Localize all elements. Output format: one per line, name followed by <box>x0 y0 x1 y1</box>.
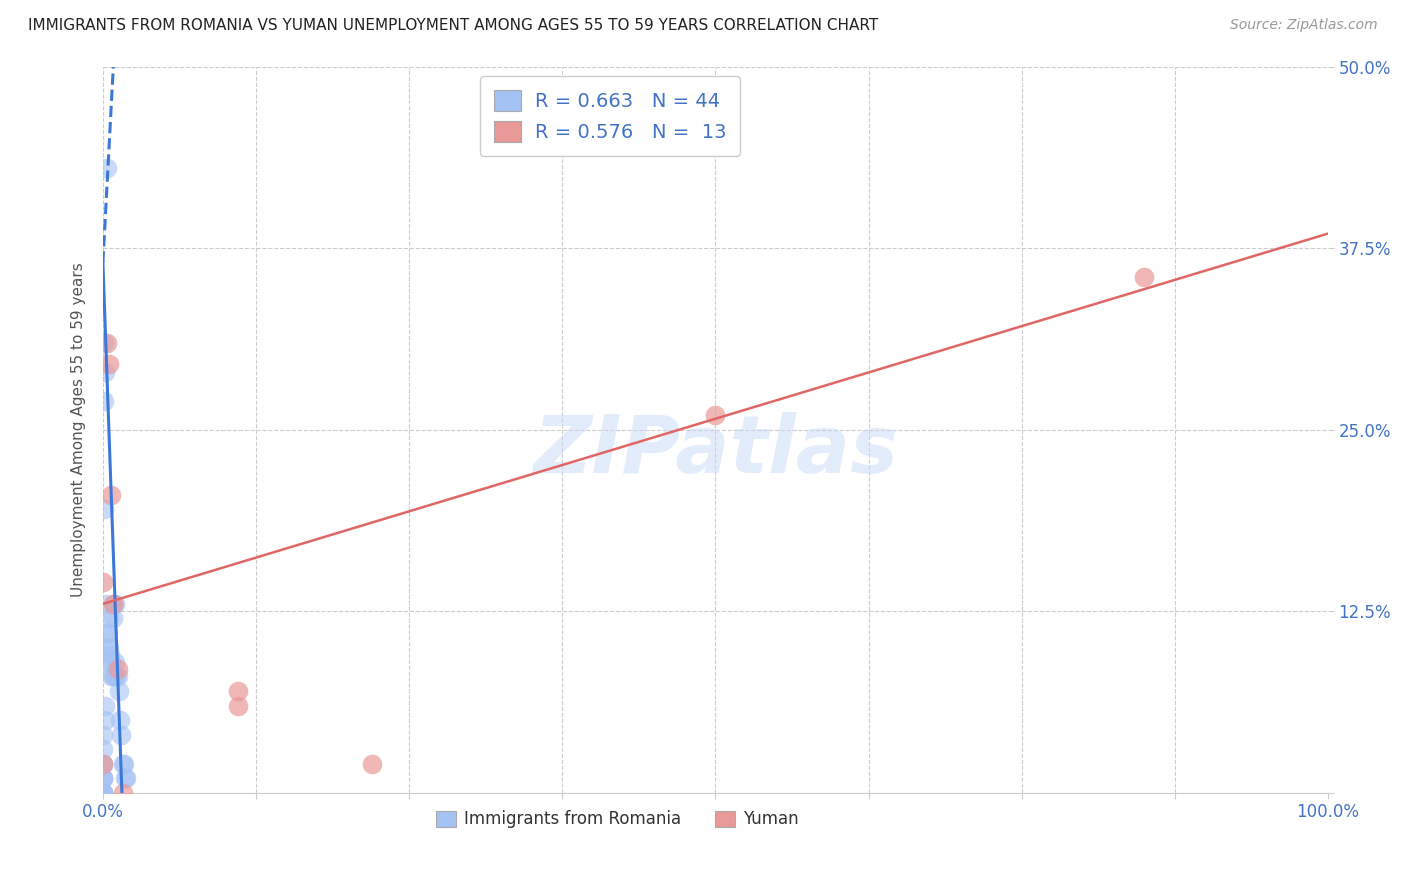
Point <box>111 786 134 800</box>
Point <box>100 655 122 669</box>
Point <box>114 771 136 785</box>
Point <box>91 771 114 785</box>
Point <box>101 611 124 625</box>
Point <box>91 756 114 771</box>
Point <box>111 756 134 771</box>
Point <box>97 640 120 655</box>
Text: IMMIGRANTS FROM ROMANIA VS YUMAN UNEMPLOYMENT AMONG AGES 55 TO 59 YEARS CORRELAT: IMMIGRANTS FROM ROMANIA VS YUMAN UNEMPLO… <box>28 18 879 33</box>
Point <box>108 713 131 727</box>
Point <box>96 655 118 669</box>
Point <box>115 771 138 785</box>
Point <box>98 648 121 662</box>
Point <box>100 669 122 683</box>
Point <box>107 662 129 676</box>
Point <box>91 786 114 800</box>
Point <box>97 626 120 640</box>
Point <box>93 502 115 516</box>
Point <box>98 640 121 655</box>
Point <box>104 597 127 611</box>
Point <box>91 742 114 756</box>
Point <box>103 597 125 611</box>
Point <box>105 669 128 683</box>
Point <box>91 786 114 800</box>
Point <box>94 698 117 713</box>
Point <box>98 357 121 371</box>
Point <box>101 597 124 611</box>
Legend: Immigrants from Romania, Yuman: Immigrants from Romania, Yuman <box>429 804 806 835</box>
Point <box>91 786 114 800</box>
Point <box>91 756 114 771</box>
Point <box>104 655 127 669</box>
Text: Source: ZipAtlas.com: Source: ZipAtlas.com <box>1230 18 1378 32</box>
Point <box>100 488 122 502</box>
Point <box>91 771 114 785</box>
Point <box>94 713 117 727</box>
Point <box>91 771 114 785</box>
Point <box>91 786 114 800</box>
Point <box>103 669 125 683</box>
Point <box>226 698 249 713</box>
Point <box>226 684 249 698</box>
Point <box>91 575 114 590</box>
Point <box>107 669 129 683</box>
Point <box>98 611 121 625</box>
Y-axis label: Unemployment Among Ages 55 to 59 years: Unemployment Among Ages 55 to 59 years <box>72 262 86 597</box>
Point <box>93 393 115 408</box>
Point <box>96 161 118 176</box>
Point <box>91 786 114 800</box>
Point <box>1133 270 1156 285</box>
Point <box>108 684 131 698</box>
Point <box>101 669 124 683</box>
Point <box>93 335 115 350</box>
Point <box>91 728 114 742</box>
Point <box>94 597 117 611</box>
Point <box>361 756 384 771</box>
Point <box>112 756 135 771</box>
Point <box>110 728 132 742</box>
Point <box>96 626 118 640</box>
Text: ZIPatlas: ZIPatlas <box>533 412 898 491</box>
Point <box>94 365 117 379</box>
Point <box>91 756 114 771</box>
Point <box>96 335 118 350</box>
Point <box>704 408 727 422</box>
